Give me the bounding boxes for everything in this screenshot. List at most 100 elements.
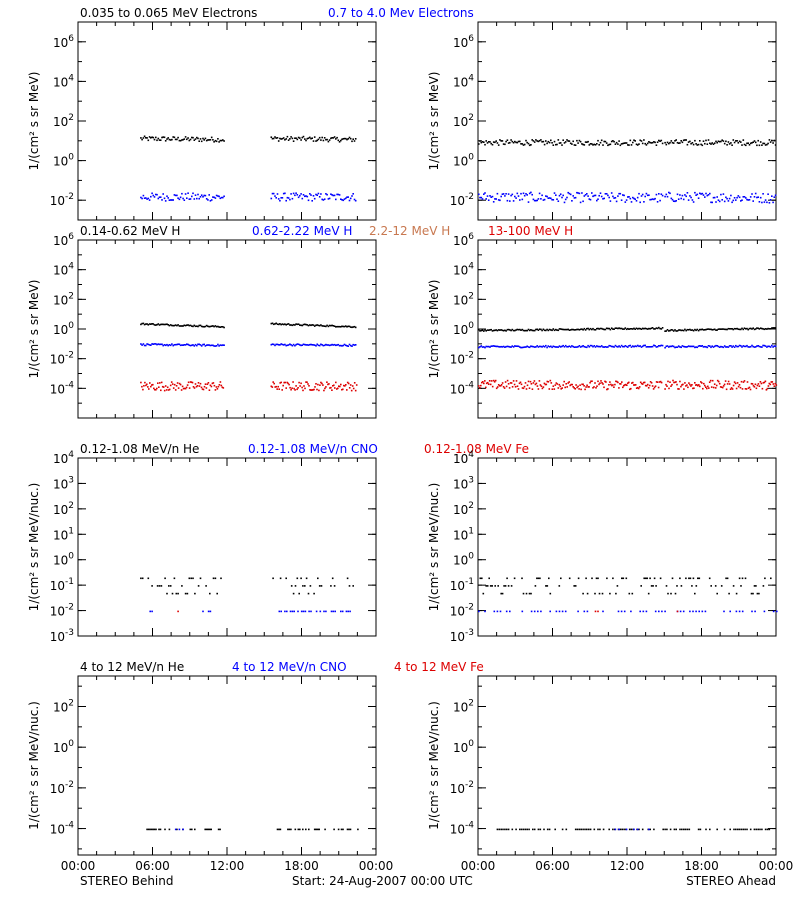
data-point bbox=[601, 592, 604, 595]
data-point bbox=[664, 195, 666, 198]
data-point bbox=[673, 828, 676, 831]
data-point bbox=[742, 328, 745, 331]
data-point bbox=[211, 382, 214, 385]
data-point bbox=[718, 328, 721, 330]
data-point bbox=[578, 345, 581, 347]
data-point bbox=[660, 139, 663, 142]
data-point bbox=[189, 198, 192, 200]
data-point bbox=[766, 328, 768, 330]
data-point bbox=[677, 388, 679, 390]
data-point bbox=[305, 139, 307, 142]
data-point bbox=[299, 344, 301, 346]
data-point bbox=[487, 141, 490, 143]
data-point bbox=[522, 192, 525, 195]
data-point bbox=[520, 143, 522, 145]
data-point bbox=[584, 388, 586, 391]
data-point bbox=[691, 142, 694, 144]
y-tick-label: 100 bbox=[53, 739, 74, 755]
data-point bbox=[344, 385, 346, 387]
data-point bbox=[528, 828, 530, 831]
data-point bbox=[649, 577, 651, 580]
data-point bbox=[143, 197, 146, 199]
data-point bbox=[290, 585, 293, 587]
data-point bbox=[147, 828, 150, 831]
data-point bbox=[158, 139, 161, 141]
data-point bbox=[340, 326, 342, 328]
data-point bbox=[766, 387, 769, 390]
data-point bbox=[701, 610, 704, 613]
data-point bbox=[331, 343, 333, 346]
data-point bbox=[510, 585, 513, 587]
data-point bbox=[608, 344, 610, 347]
data-point bbox=[599, 141, 602, 144]
data-point bbox=[676, 141, 679, 144]
data-point bbox=[155, 828, 157, 831]
data-point bbox=[497, 329, 500, 331]
data-point bbox=[755, 828, 758, 831]
data-point bbox=[343, 325, 346, 328]
x-tick-label: 12:00 bbox=[610, 859, 645, 873]
data-point bbox=[203, 194, 205, 197]
data-point bbox=[505, 193, 507, 195]
data-point bbox=[746, 327, 748, 330]
data-point bbox=[758, 328, 761, 330]
data-point bbox=[335, 138, 337, 140]
data-point bbox=[756, 384, 759, 387]
data-point bbox=[497, 345, 500, 348]
data-point bbox=[191, 136, 193, 139]
data-point bbox=[176, 382, 179, 384]
data-point bbox=[494, 585, 496, 587]
y-tick-label: 102 bbox=[53, 699, 74, 715]
data-point bbox=[727, 327, 730, 330]
data-point bbox=[177, 136, 179, 139]
data-point bbox=[284, 610, 286, 613]
data-point bbox=[728, 592, 730, 595]
data-point bbox=[718, 382, 721, 385]
data-point bbox=[761, 346, 763, 348]
data-point bbox=[655, 327, 658, 329]
data-point bbox=[669, 345, 671, 348]
data-point bbox=[748, 327, 751, 330]
data-point bbox=[181, 325, 183, 327]
data-point bbox=[349, 828, 352, 831]
data-point bbox=[576, 328, 578, 331]
data-point bbox=[346, 577, 349, 580]
data-point bbox=[661, 610, 663, 613]
data-point bbox=[604, 140, 607, 143]
data-point bbox=[537, 610, 539, 613]
y-axis-label: 1/(cm² s sr MeV/nuc.) bbox=[27, 701, 41, 830]
data-point bbox=[149, 382, 151, 384]
data-point bbox=[349, 610, 351, 613]
data-point bbox=[189, 381, 192, 383]
data-point bbox=[573, 144, 576, 146]
y-tick-label: 103 bbox=[453, 475, 474, 491]
data-point bbox=[551, 346, 553, 349]
data-point bbox=[501, 382, 504, 384]
data-point bbox=[147, 197, 150, 200]
data-point bbox=[686, 192, 689, 194]
data-point bbox=[309, 193, 311, 195]
data-point bbox=[762, 344, 764, 347]
data-point bbox=[330, 610, 333, 613]
data-point bbox=[593, 194, 596, 197]
data-point bbox=[763, 142, 766, 145]
data-point bbox=[183, 138, 186, 140]
data-point bbox=[275, 385, 277, 388]
data-point bbox=[332, 385, 334, 387]
data-point bbox=[722, 328, 725, 330]
data-point bbox=[592, 327, 594, 330]
data-point bbox=[279, 323, 281, 325]
data-point bbox=[522, 828, 525, 831]
data-point bbox=[357, 828, 359, 831]
data-point bbox=[671, 141, 674, 144]
data-point bbox=[146, 323, 148, 325]
data-point bbox=[274, 195, 276, 197]
data-point bbox=[300, 139, 302, 141]
data-point bbox=[508, 387, 511, 389]
data-point bbox=[531, 345, 533, 348]
data-point bbox=[697, 143, 700, 146]
data-point bbox=[702, 140, 705, 142]
data-point bbox=[272, 381, 274, 383]
data-point bbox=[219, 139, 222, 142]
series-red bbox=[140, 381, 358, 392]
